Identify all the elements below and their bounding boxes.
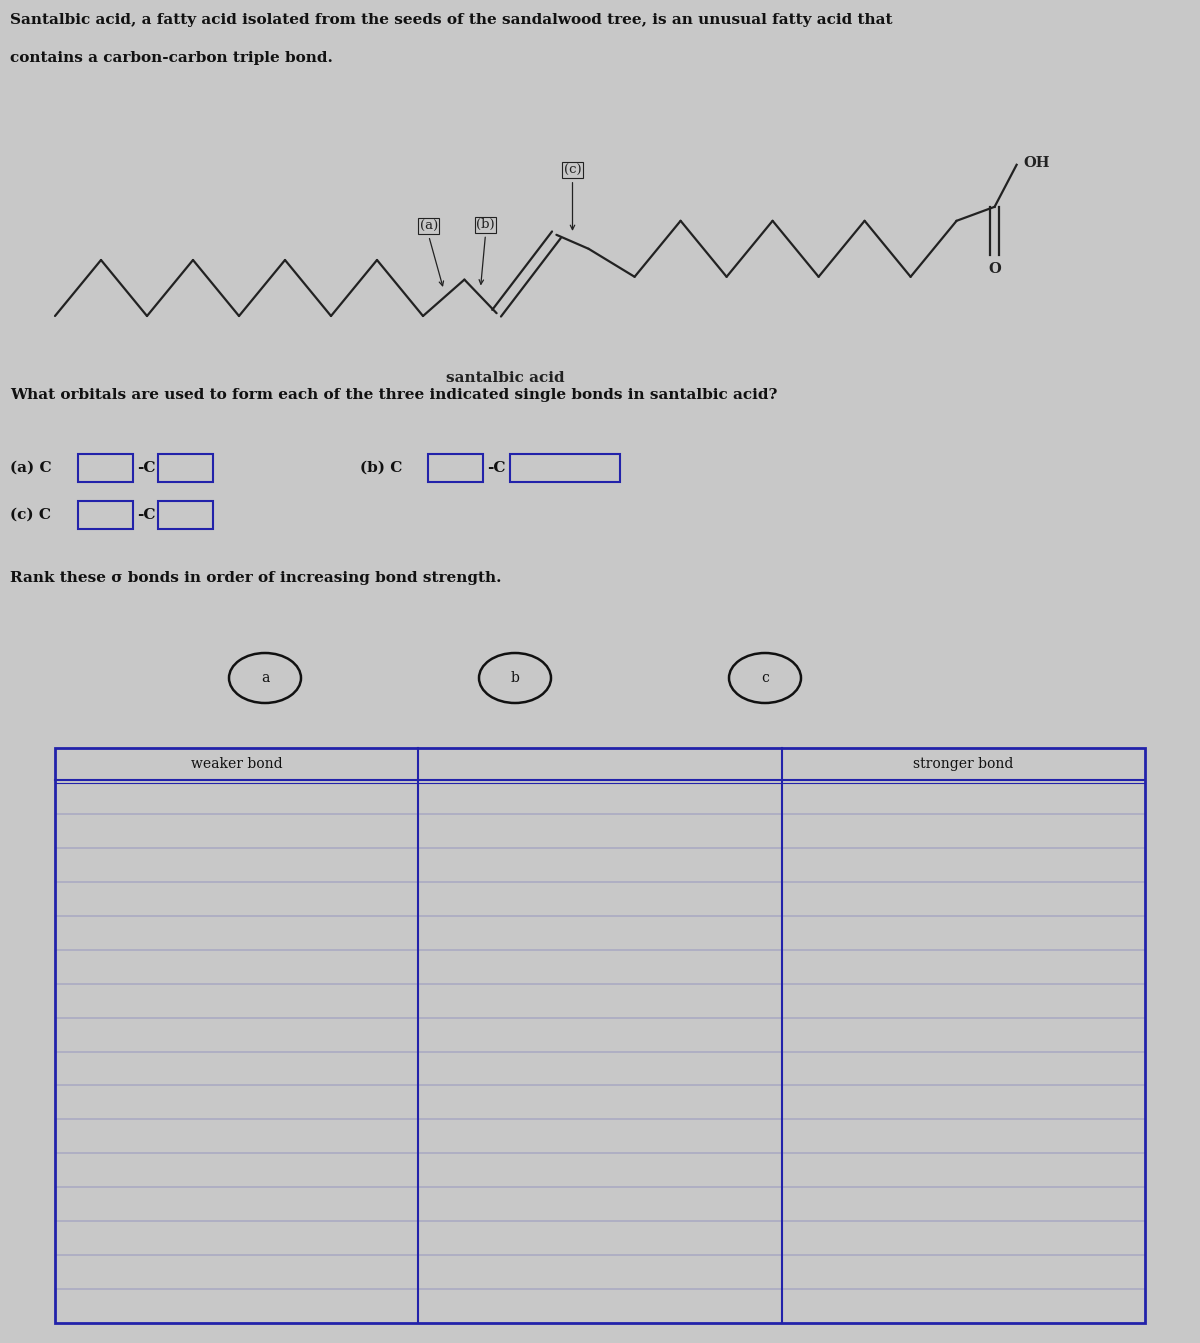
Text: weaker bond: weaker bond (191, 757, 282, 771)
Text: (a): (a) (420, 220, 438, 232)
Text: (a) C: (a) C (10, 461, 52, 475)
Bar (158, 501, 214, 529)
Text: santalbic acid: santalbic acid (446, 371, 565, 385)
Text: Rank these σ bonds in order of increasing bond strength.: Rank these σ bonds in order of increasin… (10, 571, 502, 586)
Bar (510, 454, 620, 482)
Text: contains a carbon-carbon triple bond.: contains a carbon-carbon triple bond. (10, 51, 332, 64)
Bar (428, 454, 482, 482)
Text: -C: -C (137, 508, 156, 522)
Text: c: c (761, 672, 769, 685)
Bar (78, 501, 133, 529)
Bar (55, 748, 1145, 1323)
Text: O: O (989, 262, 1001, 275)
Text: (b) C: (b) C (360, 461, 402, 475)
Text: Santalbic acid, a fatty acid isolated from the seeds of the sandalwood tree, is : Santalbic acid, a fatty acid isolated fr… (10, 13, 893, 27)
Bar (78, 454, 133, 482)
Text: -C: -C (487, 461, 505, 475)
Text: -C: -C (137, 461, 156, 475)
Text: (c) C: (c) C (10, 508, 50, 522)
Text: OH: OH (1024, 156, 1050, 169)
Text: b: b (510, 672, 520, 685)
Bar (158, 454, 214, 482)
Text: a: a (260, 672, 269, 685)
Text: What orbitals are used to form each of the three indicated single bonds in santa: What orbitals are used to form each of t… (10, 388, 778, 402)
Text: (b): (b) (476, 219, 494, 231)
Text: (c): (c) (564, 164, 581, 177)
Text: stronger bond: stronger bond (913, 757, 1014, 771)
